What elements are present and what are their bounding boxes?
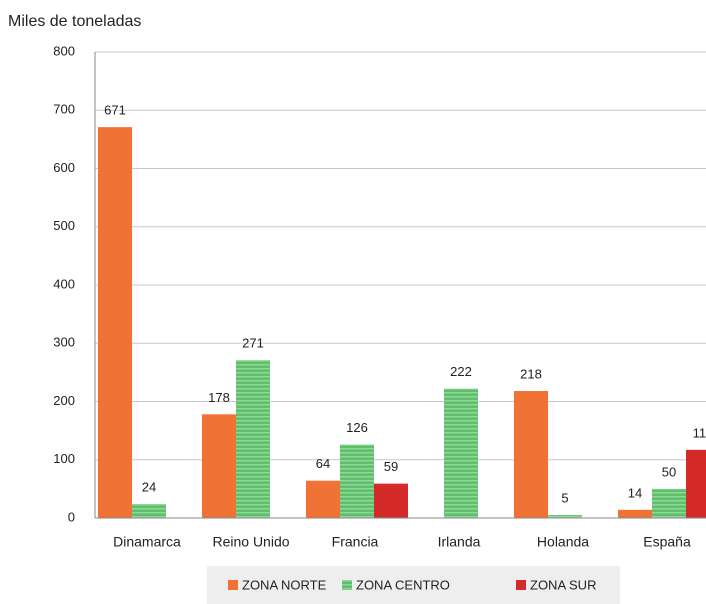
data-label: 222	[450, 364, 472, 379]
y-tick-label: 0	[68, 509, 75, 524]
bar	[514, 391, 548, 518]
bar	[686, 449, 706, 518]
legend-label: ZONA NORTE	[242, 577, 327, 592]
bar	[374, 483, 408, 518]
bar	[132, 504, 166, 518]
bar	[444, 388, 478, 518]
y-tick-label: 700	[53, 102, 75, 117]
bar	[340, 444, 374, 518]
y-tick-label: 300	[53, 335, 75, 350]
y-tick-label: 400	[53, 276, 75, 291]
bar	[548, 515, 582, 518]
bar	[236, 360, 270, 518]
y-tick-label: 800	[53, 43, 75, 58]
legend-label: ZONA CENTRO	[356, 577, 450, 592]
data-label: 178	[208, 390, 230, 405]
legend-swatch	[342, 580, 352, 590]
bar	[306, 480, 340, 518]
x-tick-label: España	[643, 534, 691, 550]
legend-box	[207, 566, 620, 604]
x-tick-label: Dinamarca	[113, 534, 181, 550]
legend-label: ZONA SUR	[530, 577, 596, 592]
data-label: 218	[520, 366, 542, 381]
x-tick-label: Francia	[332, 534, 379, 550]
y-tick-label: 200	[53, 393, 75, 408]
data-label: 50	[662, 464, 676, 479]
data-label: 671	[104, 103, 126, 118]
data-label: 14	[628, 485, 642, 500]
data-label: 59	[384, 459, 398, 474]
legend-swatch	[228, 580, 238, 590]
data-label: 5	[561, 491, 568, 506]
data-label: 117	[693, 425, 706, 440]
y-tick-label: 100	[53, 451, 75, 466]
bar	[618, 509, 652, 518]
y-tick-label: 600	[53, 160, 75, 175]
y-tick-label: 500	[53, 218, 75, 233]
bar	[98, 127, 132, 518]
bar	[652, 488, 686, 518]
data-label: 64	[316, 456, 330, 471]
x-tick-label: Reino Unido	[212, 534, 289, 550]
x-tick-label: Irlanda	[438, 534, 481, 550]
chart-title: Miles de toneladas	[8, 13, 141, 30]
data-label: 24	[142, 479, 156, 494]
legend-swatch	[516, 580, 526, 590]
data-label: 126	[346, 420, 368, 435]
x-tick-label: Holanda	[537, 534, 589, 550]
data-label: 271	[242, 336, 264, 351]
bar	[202, 414, 236, 518]
